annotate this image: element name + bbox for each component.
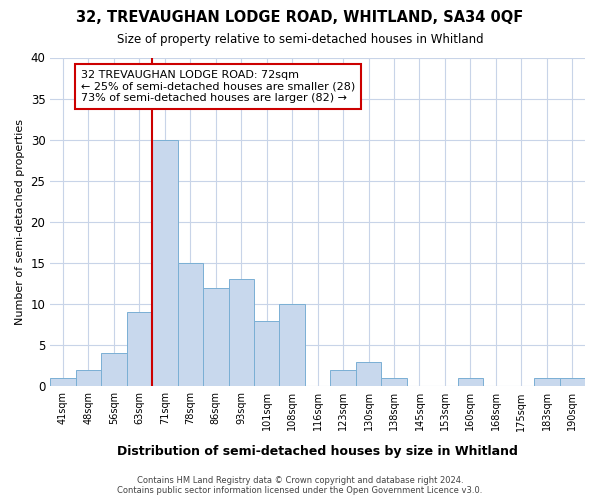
- Bar: [76, 370, 101, 386]
- Bar: [534, 378, 560, 386]
- Bar: [356, 362, 382, 386]
- Bar: [203, 288, 229, 386]
- X-axis label: Distribution of semi-detached houses by size in Whitland: Distribution of semi-detached houses by …: [117, 444, 518, 458]
- Text: Size of property relative to semi-detached houses in Whitland: Size of property relative to semi-detach…: [116, 32, 484, 46]
- Text: 32 TREVAUGHAN LODGE ROAD: 72sqm
← 25% of semi-detached houses are smaller (28)
7: 32 TREVAUGHAN LODGE ROAD: 72sqm ← 25% of…: [81, 70, 355, 103]
- Bar: [152, 140, 178, 386]
- Bar: [127, 312, 152, 386]
- Bar: [178, 263, 203, 386]
- Bar: [101, 354, 127, 386]
- Bar: [331, 370, 356, 386]
- Bar: [280, 304, 305, 386]
- Text: Contains HM Land Registry data © Crown copyright and database right 2024.
Contai: Contains HM Land Registry data © Crown c…: [118, 476, 482, 495]
- Text: 32, TREVAUGHAN LODGE ROAD, WHITLAND, SA34 0QF: 32, TREVAUGHAN LODGE ROAD, WHITLAND, SA3…: [76, 10, 524, 25]
- Bar: [382, 378, 407, 386]
- Y-axis label: Number of semi-detached properties: Number of semi-detached properties: [15, 119, 25, 325]
- Bar: [458, 378, 483, 386]
- Bar: [50, 378, 76, 386]
- Bar: [254, 320, 280, 386]
- Bar: [229, 280, 254, 386]
- Bar: [560, 378, 585, 386]
